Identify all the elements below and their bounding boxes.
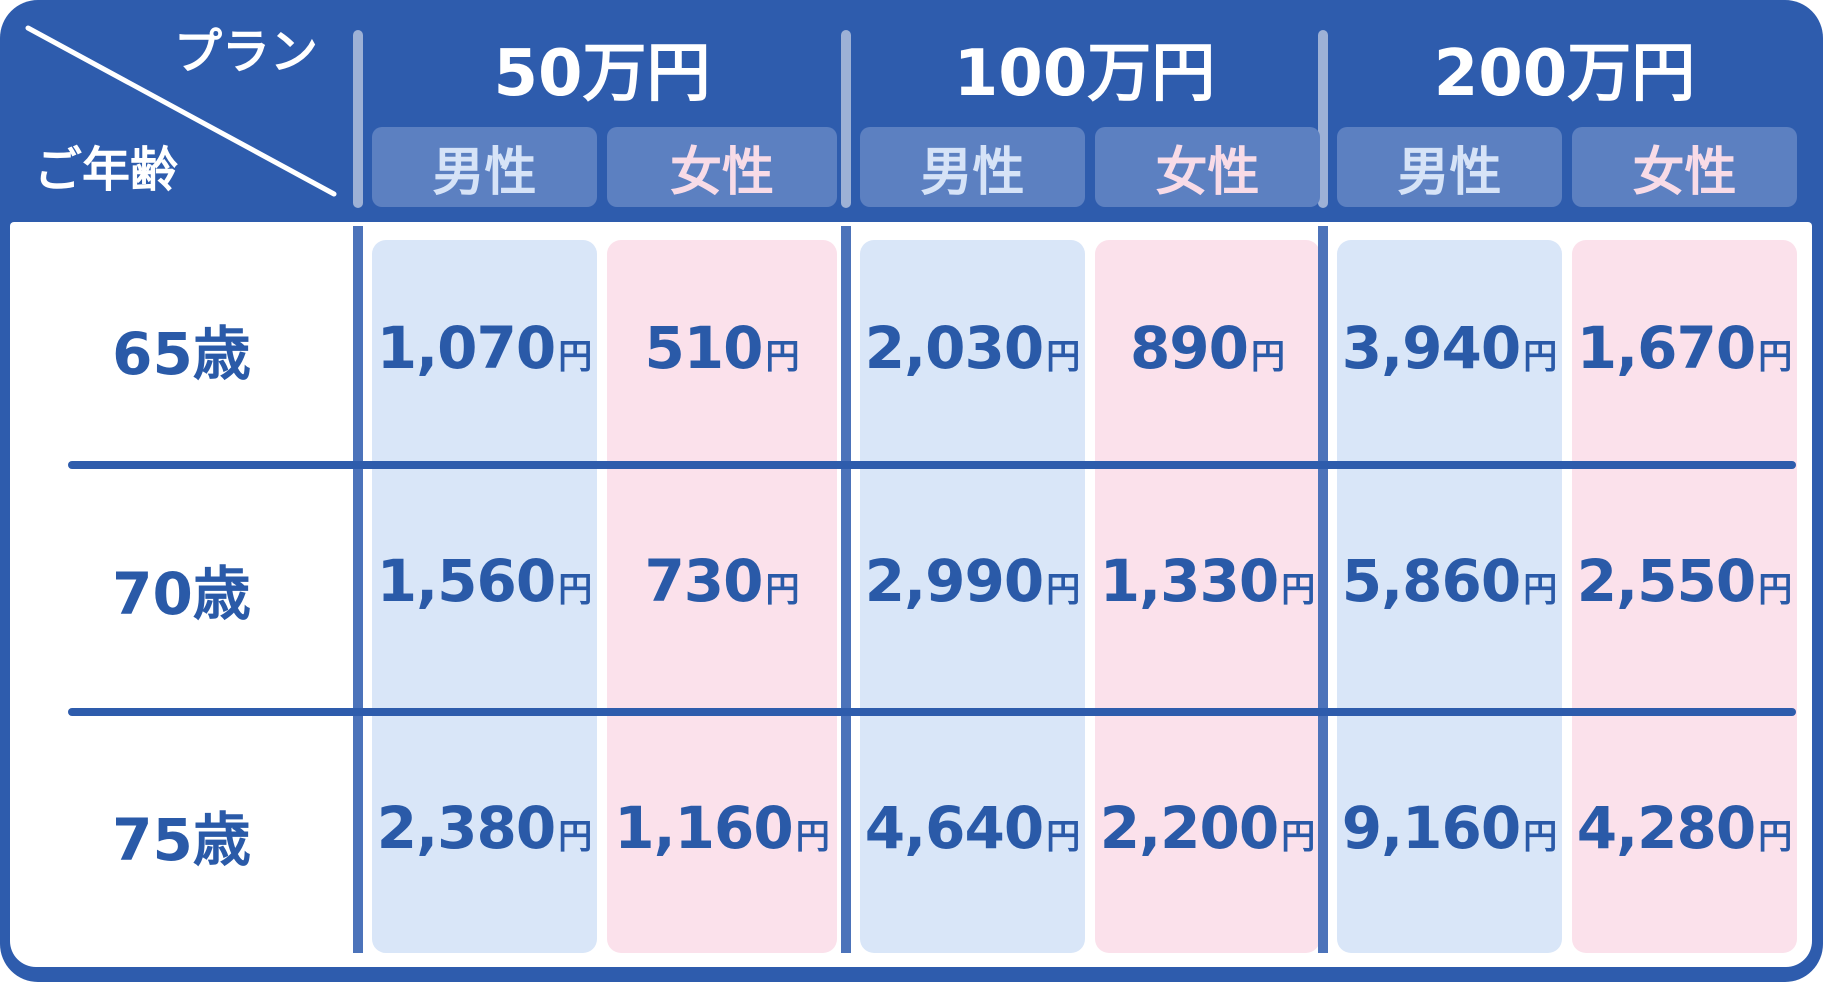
price-cell: 1,560 円 xyxy=(372,469,597,708)
price-value: 3,940 xyxy=(1341,314,1521,382)
plan-title-50man: 50万円 xyxy=(493,37,711,111)
header-separator xyxy=(841,30,851,208)
female-header-chip: 女性 xyxy=(1572,127,1797,207)
female-header-label: 女性 xyxy=(669,142,774,203)
header-separator xyxy=(353,30,363,208)
price-cell: 3,940 円 xyxy=(1337,236,1562,461)
price-cell: 2,200 円 xyxy=(1095,716,1320,953)
diagonal-divider-line xyxy=(25,25,337,197)
male-column-strip xyxy=(860,240,1085,953)
body-column-separator xyxy=(353,226,363,953)
price-value: 4,280 xyxy=(1576,794,1756,862)
price-cell: 2,380 円 xyxy=(372,716,597,953)
female-column-strip xyxy=(1095,240,1320,953)
body-column-separator xyxy=(841,226,851,953)
price-cell: 2,990 円 xyxy=(860,469,1085,708)
price-cell: 1,160 円 xyxy=(607,716,837,953)
female-column-strip xyxy=(1572,240,1797,953)
male-header-chip: 男性 xyxy=(1337,127,1562,207)
price-value: 9,160 xyxy=(1341,794,1521,862)
price-cell: 5,860 円 xyxy=(1337,469,1562,708)
yen-unit: 円 xyxy=(765,570,800,610)
price-cell: 4,280 円 xyxy=(1572,716,1797,953)
age-label: 75歳 xyxy=(112,805,251,874)
male-header-label: 男性 xyxy=(920,142,1025,203)
yen-unit: 円 xyxy=(558,337,593,377)
price-cell: 890 円 xyxy=(1095,236,1320,461)
age-label: 65歳 xyxy=(112,319,251,388)
male-column-strip xyxy=(1337,240,1562,953)
yen-unit: 円 xyxy=(1758,817,1793,857)
price-value: 5,860 xyxy=(1341,547,1521,615)
female-column-strip xyxy=(607,240,837,953)
female-header-chip: 女性 xyxy=(1095,127,1320,207)
yen-unit: 円 xyxy=(1523,337,1558,377)
price-value: 1,670 xyxy=(1576,314,1756,382)
price-value: 1,560 xyxy=(376,547,556,615)
body-column-separator xyxy=(1318,226,1328,953)
price-value: 510 xyxy=(644,314,763,382)
price-cell: 730 円 xyxy=(607,469,837,708)
male-header-label: 男性 xyxy=(1397,142,1502,203)
male-header-label: 男性 xyxy=(432,142,537,203)
price-value: 2,030 xyxy=(864,314,1044,382)
price-value: 1,160 xyxy=(614,794,793,862)
price-cell: 510 円 xyxy=(607,236,837,461)
male-header-chip: 男性 xyxy=(860,127,1085,207)
price-cell: 1,070 円 xyxy=(372,236,597,461)
female-header-label: 女性 xyxy=(1155,142,1260,203)
yen-unit: 円 xyxy=(1523,570,1558,610)
yen-unit: 円 xyxy=(1281,570,1316,610)
price-cell: 9,160 円 xyxy=(1337,716,1562,953)
female-header-chip: 女性 xyxy=(607,127,837,207)
price-cell: 2,550 円 xyxy=(1572,469,1797,708)
yen-unit: 円 xyxy=(558,817,593,857)
price-cell: 1,670 円 xyxy=(1572,236,1797,461)
price-value: 4,640 xyxy=(864,794,1044,862)
male-header-chip: 男性 xyxy=(372,127,597,207)
yen-unit: 円 xyxy=(1046,570,1081,610)
yen-unit: 円 xyxy=(558,570,593,610)
yen-unit: 円 xyxy=(1758,570,1793,610)
price-value: 1,330 xyxy=(1099,547,1279,615)
plan-title-200man: 200万円 xyxy=(1433,37,1696,111)
price-value: 730 xyxy=(644,547,763,615)
yen-unit: 円 xyxy=(1758,337,1793,377)
header-separator xyxy=(1318,30,1328,208)
price-cell: 4,640 円 xyxy=(860,716,1085,953)
yen-unit: 円 xyxy=(795,817,830,857)
yen-unit: 円 xyxy=(1523,817,1558,857)
yen-unit: 円 xyxy=(1281,817,1316,857)
yen-unit: 円 xyxy=(1251,337,1286,377)
yen-unit: 円 xyxy=(765,337,800,377)
row-divider-line xyxy=(68,708,1796,716)
female-header-label: 女性 xyxy=(1632,142,1737,203)
age-label: 70歳 xyxy=(112,559,251,628)
row-divider-line xyxy=(68,461,1796,469)
price-value: 2,990 xyxy=(864,547,1044,615)
plan-title-100man: 100万円 xyxy=(953,37,1216,111)
male-column-strip xyxy=(372,240,597,953)
price-value: 2,380 xyxy=(376,794,556,862)
yen-unit: 円 xyxy=(1046,817,1081,857)
price-cell: 2,030 円 xyxy=(860,236,1085,461)
price-value: 2,550 xyxy=(1576,547,1756,615)
corner-label-age: ご年齢 xyxy=(34,142,179,198)
price-value: 2,200 xyxy=(1099,794,1279,862)
price-value: 890 xyxy=(1129,314,1249,382)
yen-unit: 円 xyxy=(1046,337,1081,377)
price-cell: 1,330 円 xyxy=(1095,469,1320,708)
price-value: 1,070 xyxy=(376,314,556,382)
corner-label-plan: プラン xyxy=(173,24,318,80)
